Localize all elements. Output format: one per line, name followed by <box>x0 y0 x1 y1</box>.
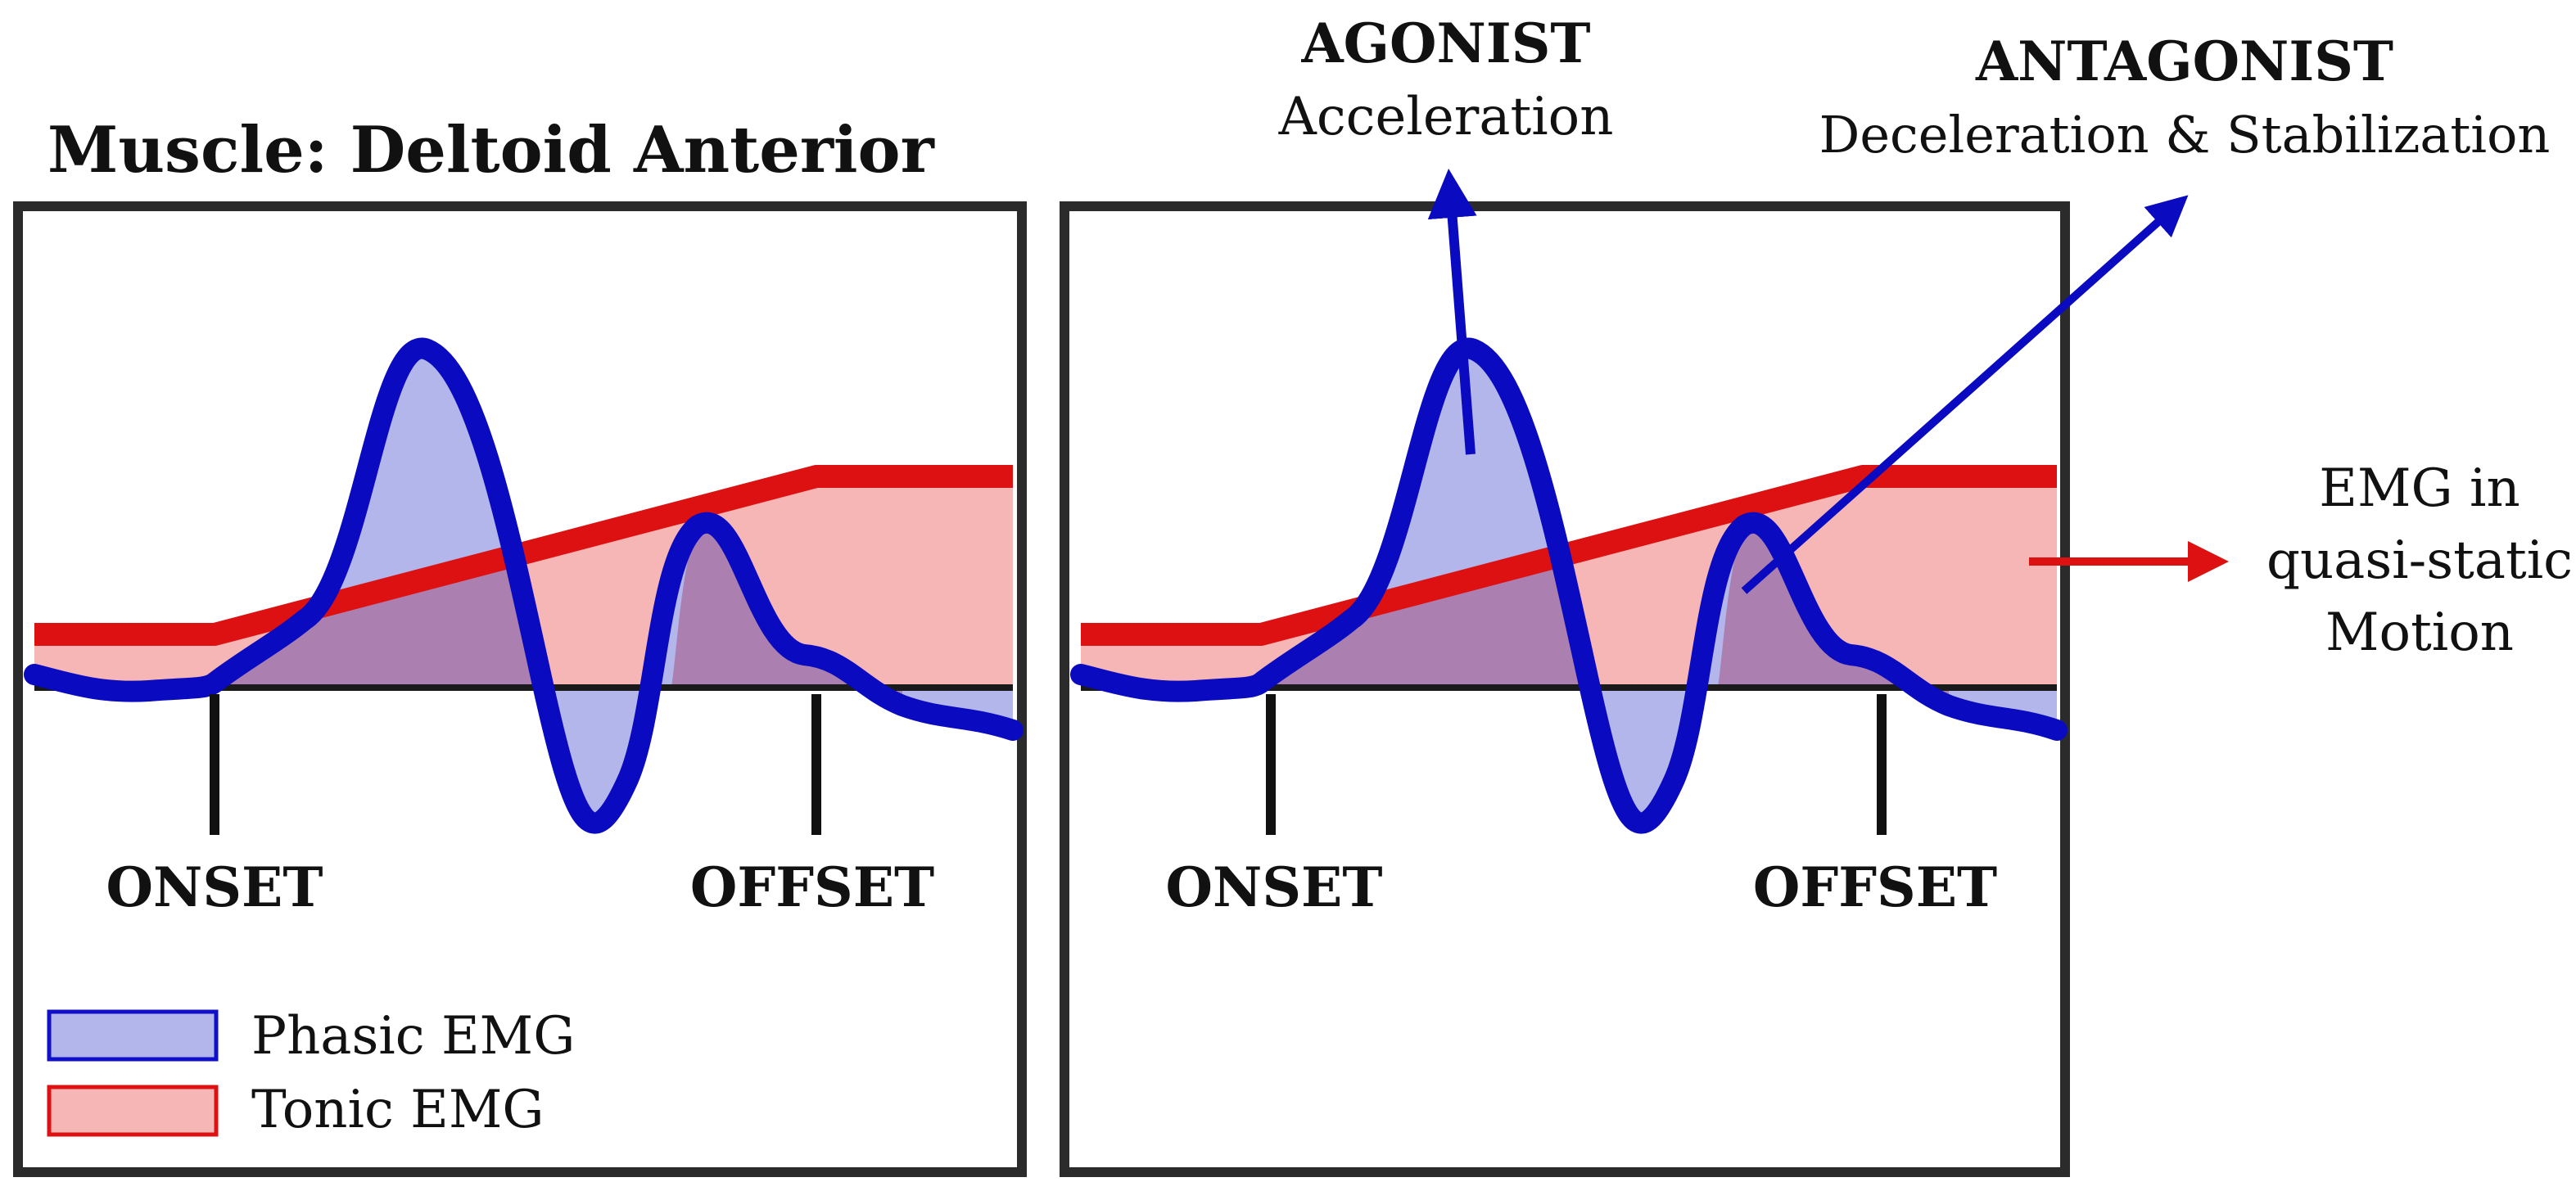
page-title: Muscle: Deltoid Anterior <box>47 113 935 187</box>
antagonist-arrow <box>1741 195 2189 594</box>
legend: Phasic EMG Tonic EMG <box>47 1006 575 1140</box>
agonist-arrow <box>1427 169 1477 455</box>
agonist-annotation: AGONIST Acceleration <box>1278 11 1614 147</box>
quasi-static-annotation: EMG in quasi-static Motion <box>2266 458 2573 663</box>
legend-swatch-phasic <box>47 1009 219 1062</box>
panel-left: ONSET OFFSET Phasic EMG Tonic EMG <box>13 201 1027 1177</box>
panel-right: ONSET OFFSET <box>1060 201 2070 1177</box>
antagonist-annotation: ANTAGONIST Deceleration & Stabilization <box>1819 29 2551 165</box>
phasic-emg-line <box>1070 337 2068 834</box>
onset-label: ONSET <box>1166 855 1383 919</box>
quasi-static-line-1: EMG in <box>2319 458 2520 519</box>
phasic-emg-line <box>24 337 1024 834</box>
overlap-area <box>215 522 902 706</box>
quasi-static-line-3: Motion <box>2325 602 2514 663</box>
agonist-title: AGONIST <box>1300 11 1590 75</box>
legend-label-tonic: Tonic EMG <box>251 1080 545 1140</box>
legend-label-phasic: Phasic EMG <box>251 1006 575 1067</box>
emg-plot <box>24 337 1024 835</box>
offset-label: OFFSET <box>1753 855 1997 919</box>
antagonist-subtitle: Deceleration & Stabilization <box>1819 105 2551 165</box>
quasi-static-line-2: quasi-static <box>2266 530 2573 591</box>
overlap-area <box>1261 522 1949 706</box>
offset-label: OFFSET <box>690 855 934 919</box>
antagonist-title: ANTAGONIST <box>1975 29 2393 93</box>
agonist-subtitle: Acceleration <box>1278 87 1614 147</box>
onset-label: ONSET <box>106 855 323 919</box>
legend-swatch-tonic <box>47 1085 219 1137</box>
